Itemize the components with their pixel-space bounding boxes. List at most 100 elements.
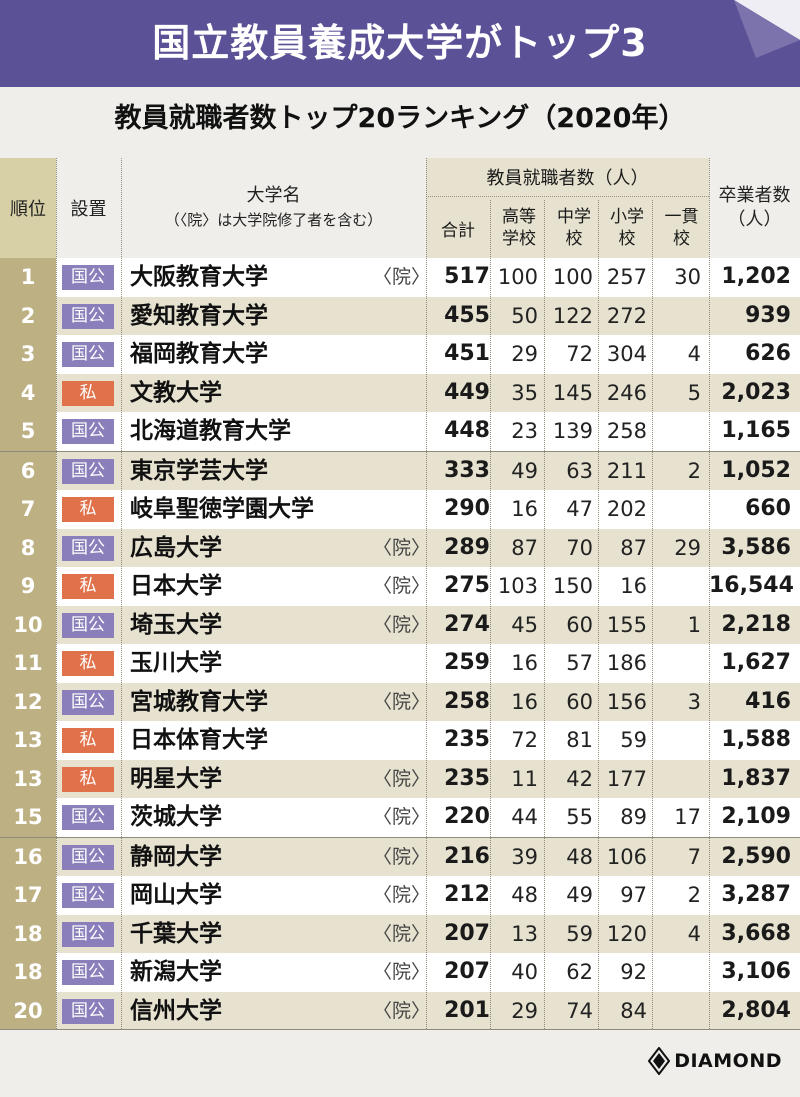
high-school-value: 72: [511, 728, 538, 752]
graduate-school-mark: [373, 297, 425, 336]
high-school-value: 48: [511, 883, 538, 907]
setti-badge: 国公: [62, 998, 114, 1024]
table-row: 9 私日本大学 〈院〉 275 103 150 16 16,544: [0, 567, 800, 606]
table-row: 15 国公 茨城大学 〈院〉 220 44 55 89 17 2,109: [0, 798, 800, 837]
junior-high-value: 60: [566, 612, 593, 637]
junior-high-value: 59: [566, 921, 593, 946]
table-row: 1 国公 大阪教育大学 〈院〉 517 100 100 257 30 1,202: [0, 258, 800, 297]
high-school-value: 35: [511, 380, 538, 405]
integrated-value: 2: [687, 458, 701, 483]
table-row: 16 国公 静岡大学 〈院〉 216 39 48 106 7 2,590: [0, 836, 800, 876]
total-value: 289: [444, 534, 490, 560]
junior-high-value: 145: [552, 380, 593, 405]
integrated-value: [655, 297, 701, 336]
total-value: 235: [444, 727, 490, 752]
setti-badge: 国公: [62, 535, 114, 561]
header-university-note: （〈院〉は大学院修了者を含む）: [164, 211, 383, 229]
total-value: 207: [444, 920, 490, 946]
integrated-value: [655, 721, 701, 760]
total-value: 290: [444, 496, 490, 521]
junior-high-value: 57: [566, 651, 593, 675]
junior-high-value: 48: [566, 844, 593, 869]
high-school-value: 100: [497, 265, 538, 289]
table-row: 18 国公 新潟大学 〈院〉 207 40 62 92 3,106: [0, 953, 800, 992]
graduates-value: 16,544: [709, 573, 794, 598]
university-name: 埼玉大学: [130, 611, 222, 638]
elementary-value: 177: [606, 766, 647, 791]
setti-badge: 国公: [62, 960, 114, 985]
high-school-value: 23: [511, 419, 538, 443]
rank-cell: 1: [0, 258, 56, 297]
setti-badge: 国公: [62, 921, 114, 947]
integrated-value: [655, 992, 701, 1031]
university-name: 大阪教育大学: [130, 264, 268, 290]
high-school-value: 39: [511, 844, 538, 869]
graduates-value: 1,588: [721, 727, 791, 752]
total-value: 207: [444, 959, 490, 984]
total-value: 258: [444, 688, 490, 714]
header-university-label: 大学名: [246, 185, 301, 206]
setti-badge: 私: [62, 497, 114, 522]
table-row: 10 国公 埼玉大学 〈院〉 274 45 60 155 1 2,218: [0, 605, 800, 644]
junior-high-value: 74: [566, 998, 593, 1023]
rank-cell: 15: [0, 798, 56, 837]
university-name: 宮城教育大学: [130, 688, 268, 715]
column-divider: [652, 200, 653, 1029]
junior-high-value: 70: [566, 535, 593, 560]
header-integrated: 一貫 校: [654, 200, 709, 256]
university-name: 明星大学: [130, 765, 222, 792]
graduate-school-mark: 〈院〉: [373, 575, 431, 597]
integrated-value: 1: [687, 612, 701, 637]
university-name: 岡山大学: [130, 882, 222, 908]
integrated-value: 17: [674, 805, 701, 829]
elementary-value: 211: [606, 458, 647, 483]
rank-cell: 5: [0, 412, 56, 451]
graduate-school-mark: [373, 490, 425, 529]
junior-high-value: 42: [566, 766, 593, 791]
graduates-value: 3,106: [721, 959, 791, 984]
graduate-school-mark: [373, 452, 425, 491]
graduate-school-mark: 〈院〉: [373, 613, 431, 636]
graduate-school-mark: [373, 644, 425, 683]
brand-logo: DIAMOND: [648, 1046, 782, 1076]
table-header: 順位 設置 大学名 （〈院〉は大学院修了者を含む） 教員就職者数（人） 合計 高…: [0, 158, 800, 258]
total-value: 220: [444, 804, 490, 829]
elementary-value: 304: [606, 342, 647, 366]
elementary-value: 84: [620, 998, 647, 1023]
rank-cell: 17: [0, 876, 56, 915]
header-high-school-1: 高等: [502, 207, 536, 227]
rank-cell: 18: [0, 914, 56, 953]
university-name: 愛知教育大学: [130, 302, 268, 329]
university-name: 信州大学: [130, 997, 222, 1024]
junior-high-value: 122: [552, 303, 593, 328]
graduate-school-mark: 〈院〉: [373, 922, 431, 945]
high-school-value: 50: [511, 303, 538, 328]
header-graduates-1: 卒業者数: [718, 185, 791, 206]
graduates-value: 3,668: [721, 920, 791, 946]
rank-cell: 8: [0, 528, 56, 567]
rank-cell: 13: [0, 759, 56, 798]
column-divider: [709, 158, 710, 1029]
total-value: 212: [444, 882, 490, 907]
rank-cell: 2: [0, 296, 56, 335]
setti-badge: 国公: [62, 844, 114, 870]
university-name: 日本体育大学: [130, 727, 268, 753]
graduate-school-mark: 〈院〉: [373, 884, 431, 906]
rank-cell: 4: [0, 373, 56, 412]
elementary-value: 202: [606, 497, 647, 521]
header-divider: [426, 196, 709, 197]
table-row: 17 国公 岡山大学 〈院〉 212 48 49 97 2 3,287: [0, 876, 800, 915]
column-divider: [426, 158, 427, 1029]
table-row: 12 国公 宮城教育大学 〈院〉 258 16 60 156 3 416: [0, 682, 800, 721]
integrated-value: [655, 567, 701, 606]
column-divider: [544, 200, 545, 1029]
column-divider: [56, 158, 57, 1029]
elementary-value: 87: [620, 535, 647, 560]
total-value: 201: [444, 997, 490, 1023]
high-school-value: 29: [511, 342, 538, 366]
table-title: 教員就職者数トップ20ランキング（2020年）: [114, 103, 686, 134]
high-school-value: 49: [511, 458, 538, 483]
integrated-value: 30: [674, 265, 701, 289]
elementary-value: 258: [606, 419, 647, 443]
